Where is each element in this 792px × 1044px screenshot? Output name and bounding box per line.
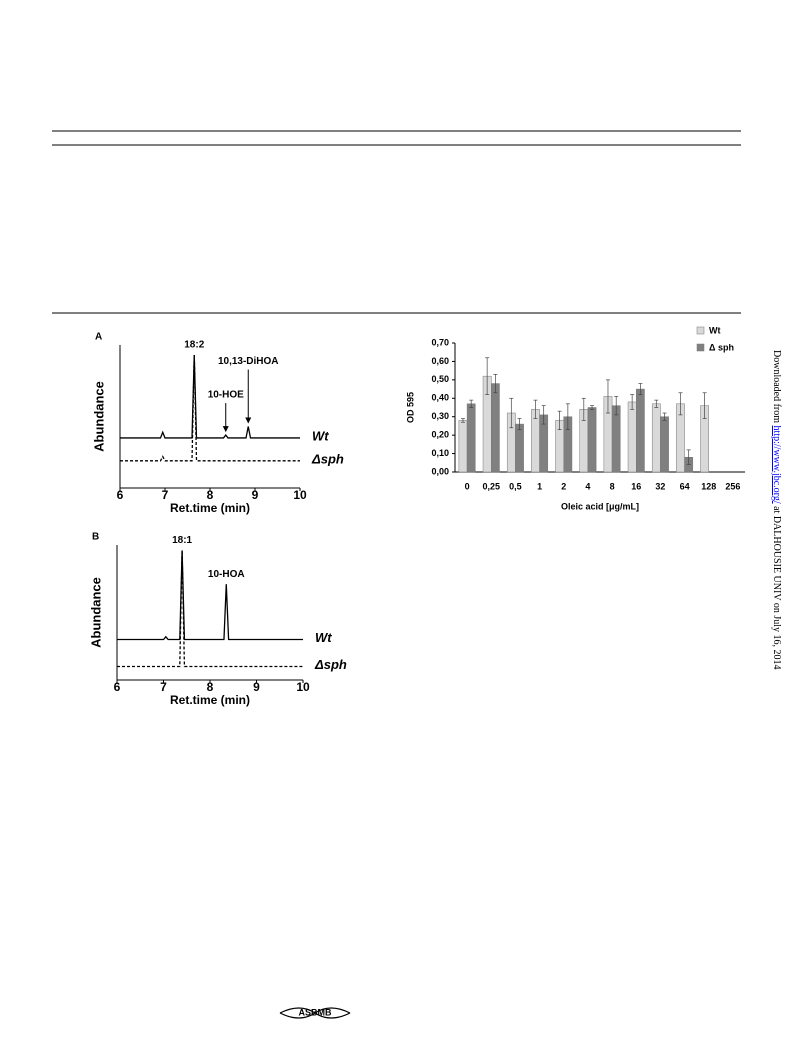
footer-logo: ASBMB <box>279 1007 351 1019</box>
x-tick-label: 10 <box>296 680 310 694</box>
x-tick-label: 8 <box>207 680 214 694</box>
x-tick-label: 6 <box>117 488 124 502</box>
x-tick-label: 8 <box>207 488 214 502</box>
y-axis-label: Abundance <box>88 577 103 648</box>
bar <box>611 405 621 473</box>
legend-label: Wt <box>709 325 721 335</box>
y-tick-label: 0,00 <box>431 466 449 476</box>
trace <box>117 550 303 668</box>
trace <box>120 354 300 462</box>
trace <box>117 550 303 641</box>
y-tick-label: 0,10 <box>431 448 449 458</box>
bar <box>515 423 524 473</box>
y-axis-label: Abundance <box>91 381 106 452</box>
error-bar <box>605 379 610 414</box>
error-bar <box>614 396 619 416</box>
error-bar <box>485 357 490 395</box>
x-tick-label: 16 <box>631 481 641 491</box>
error-bar <box>565 403 570 430</box>
annotation: 10-HOE <box>208 390 244 401</box>
trace <box>120 354 300 439</box>
x-tick-label: 6 <box>114 680 121 694</box>
error-bar <box>702 392 707 419</box>
series-label: Wt <box>312 428 329 443</box>
error-bar <box>557 410 562 430</box>
x-tick-label: 0,5 <box>509 481 522 491</box>
x-tick-label: 0,25 <box>482 481 500 491</box>
series-label: Δsph <box>314 657 347 672</box>
error-bar <box>541 405 546 425</box>
legend-swatch <box>696 326 705 335</box>
y-tick-label: 0,20 <box>431 430 449 440</box>
side-note-text: Downloaded from <box>771 350 782 426</box>
x-tick-label: 64 <box>680 481 690 491</box>
x-tick-label: 128 <box>701 481 716 491</box>
x-tick-label: 2 <box>561 481 566 491</box>
x-axis-label: Ret.time (min) <box>170 693 250 707</box>
error-bar <box>469 399 474 408</box>
bar <box>651 403 661 473</box>
legend-label: Δ sph <box>709 342 734 352</box>
y-axis-label: OD 595 <box>405 392 415 423</box>
x-tick-label: 32 <box>655 481 665 491</box>
logo-swoosh <box>279 1007 351 1019</box>
error-bar <box>662 412 667 421</box>
y-tick-label: 0,60 <box>431 356 449 366</box>
panel-label: B <box>92 532 99 543</box>
y-tick-label: 0,70 <box>431 337 449 347</box>
error-bar <box>638 383 643 395</box>
x-tick-label: 7 <box>162 488 169 502</box>
bar <box>466 403 476 473</box>
bar <box>636 388 645 473</box>
x-tick-label: 9 <box>252 488 259 502</box>
error-bar <box>678 392 683 416</box>
error-bar <box>460 418 465 423</box>
annotation-arrowhead <box>245 417 252 424</box>
error-bar <box>686 449 691 465</box>
error-bar <box>630 394 635 410</box>
bar <box>458 420 468 473</box>
panel-label: A <box>95 332 102 343</box>
x-tick-label: 9 <box>253 680 260 694</box>
side-note-text: at DALHOUSIE UNIV on July 16, 2014 <box>771 504 782 670</box>
annotation: 18:1 <box>172 535 192 546</box>
x-tick-label: 0 <box>465 481 470 491</box>
annotation: 10-HOA <box>208 569 245 580</box>
error-bar <box>654 399 659 408</box>
x-tick-label: 8 <box>610 481 615 491</box>
series-label: Wt <box>315 630 332 645</box>
side-note-link[interactable]: http://www.jbc.org/ <box>771 426 782 504</box>
bar <box>491 383 500 473</box>
side-note: Downloaded from http://www.jbc.org/ at D… <box>771 350 782 670</box>
error-bar <box>533 399 538 419</box>
error-bar <box>581 397 586 421</box>
x-axis-label: Ret.time (min) <box>170 501 250 515</box>
annotation-arrowhead <box>222 426 229 433</box>
x-tick-label: 256 <box>725 481 740 491</box>
annotation: 10,13-DiHOA <box>218 356 279 367</box>
bar <box>660 416 669 473</box>
error-bar <box>493 373 498 394</box>
x-tick-label: 4 <box>585 481 590 491</box>
y-tick-label: 0,40 <box>431 393 449 403</box>
x-axis-label: Oleic acid [μg/mL] <box>561 501 639 511</box>
x-tick-label: 1 <box>537 481 542 491</box>
error-bar <box>509 397 514 429</box>
error-bar <box>590 405 595 410</box>
series-label: Δsph <box>311 451 344 466</box>
x-tick-label: 7 <box>160 680 167 694</box>
legend-swatch <box>696 343 705 352</box>
annotation: 18:2 <box>184 340 204 351</box>
x-tick-label: 10 <box>293 488 307 502</box>
y-tick-label: 0,30 <box>431 411 449 421</box>
bar <box>627 401 637 473</box>
error-bar <box>517 418 522 430</box>
bar <box>587 407 597 473</box>
y-tick-label: 0,50 <box>431 374 449 384</box>
logo-text: ASBMB <box>299 1007 332 1017</box>
